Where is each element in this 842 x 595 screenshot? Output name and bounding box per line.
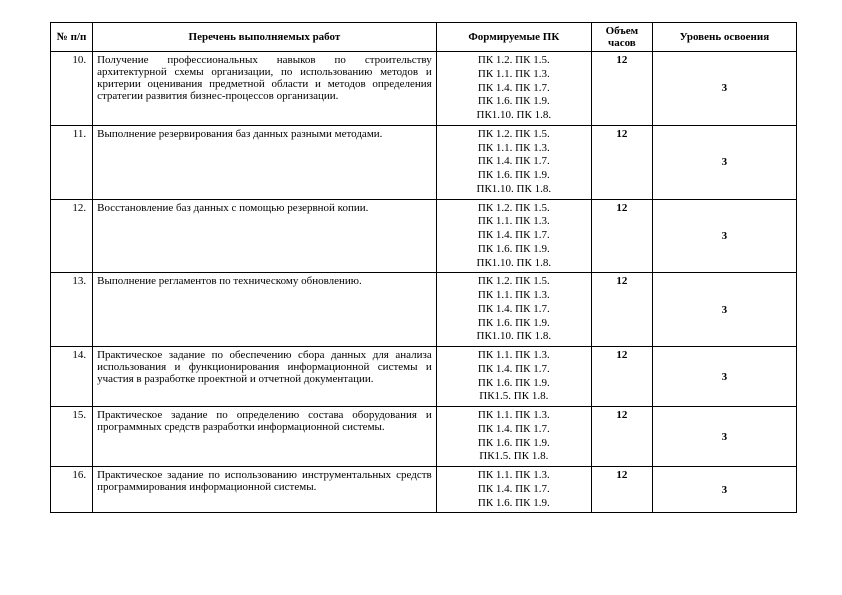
table-row: 14.Практическое задание по обеспечению с… bbox=[51, 347, 797, 407]
cell-work: Восстановление баз данных с помощью резе… bbox=[93, 199, 437, 273]
cell-work: Выполнение резервирования баз данных раз… bbox=[93, 125, 437, 199]
table-row: 11. Выполнение резервирования баз данных… bbox=[51, 125, 797, 199]
cell-pk: ПК 1.2. ПК 1.5.ПК 1.1. ПК 1.3.ПК 1.4. ПК… bbox=[436, 199, 591, 273]
cell-work: Практическое задание по определению сост… bbox=[93, 407, 437, 467]
curriculum-table: № п/п Перечень выполняемых работ Формиру… bbox=[50, 22, 797, 513]
pk-line: ПК 1.2. ПК 1.5. bbox=[441, 54, 587, 68]
cell-num: 11. bbox=[51, 125, 93, 199]
cell-level: 3 bbox=[652, 273, 796, 347]
pk-line: ПК 1.1. ПК 1.3. bbox=[441, 409, 587, 423]
cell-level: 3 bbox=[652, 125, 796, 199]
pk-line: ПК1.5. ПК 1.8. bbox=[441, 450, 587, 464]
pk-line: ПК 1.2. ПК 1.5. bbox=[441, 128, 587, 142]
cell-hours: 12 bbox=[591, 199, 652, 273]
cell-level: 3 bbox=[652, 407, 796, 467]
cell-work: Практическое задание по использованию ин… bbox=[93, 467, 437, 513]
cell-work: Практическое задание по обеспечению сбор… bbox=[93, 347, 437, 407]
table-body: 10.Получение профессиональных навыков по… bbox=[51, 52, 797, 513]
pk-line: ПК 1.6. ПК 1.9. bbox=[441, 169, 587, 183]
pk-line: ПК 1.6. ПК 1.9. bbox=[441, 243, 587, 257]
pk-line: ПК 1.6. ПК 1.9. bbox=[441, 437, 587, 451]
table-row: 13. Выполнение регламентов по техническо… bbox=[51, 273, 797, 347]
pk-line: ПК 1.4. ПК 1.7. bbox=[441, 82, 587, 96]
cell-num: 15. bbox=[51, 407, 93, 467]
cell-pk: ПК 1.2. ПК 1.5.ПК 1.1. ПК 1.3.ПК 1.4. ПК… bbox=[436, 52, 591, 126]
cell-num: 16. bbox=[51, 467, 93, 513]
cell-num: 13. bbox=[51, 273, 93, 347]
pk-line: ПК 1.1. ПК 1.3. bbox=[441, 289, 587, 303]
cell-hours: 12 bbox=[591, 347, 652, 407]
header-level: Уровень освоения bbox=[652, 23, 796, 52]
pk-line: ПК 1.6. ПК 1.9. bbox=[441, 95, 587, 109]
cell-hours: 12 bbox=[591, 467, 652, 513]
pk-line: ПК1.10. ПК 1.8. bbox=[441, 183, 587, 197]
header-work: Перечень выполняемых работ bbox=[93, 23, 437, 52]
pk-line: ПК 1.6. ПК 1.9. bbox=[441, 317, 587, 331]
cell-level: 3 bbox=[652, 199, 796, 273]
pk-line: ПК 1.2. ПК 1.5. bbox=[441, 202, 587, 216]
table-header-row: № п/п Перечень выполняемых работ Формиру… bbox=[51, 23, 797, 52]
pk-line: ПК 1.2. ПК 1.5. bbox=[441, 275, 587, 289]
cell-pk: ПК 1.2. ПК 1.5.ПК 1.1. ПК 1.3.ПК 1.4. ПК… bbox=[436, 273, 591, 347]
cell-num: 12. bbox=[51, 199, 93, 273]
pk-line: ПК1.5. ПК 1.8. bbox=[441, 390, 587, 404]
pk-line: ПК 1.4. ПК 1.7. bbox=[441, 423, 587, 437]
pk-line: ПК 1.4. ПК 1.7. bbox=[441, 483, 587, 497]
cell-level: 3 bbox=[652, 467, 796, 513]
cell-hours: 12 bbox=[591, 407, 652, 467]
cell-num: 14. bbox=[51, 347, 93, 407]
pk-line: ПК 1.1. ПК 1.3. bbox=[441, 142, 587, 156]
pk-line: ПК 1.6. ПК 1.9. bbox=[441, 497, 587, 511]
pk-line: ПК 1.4. ПК 1.7. bbox=[441, 155, 587, 169]
pk-line: ПК 1.4. ПК 1.7. bbox=[441, 363, 587, 377]
cell-pk: ПК 1.1. ПК 1.3.ПК 1.4. ПК 1.7.ПК 1.6. ПК… bbox=[436, 347, 591, 407]
pk-line: ПК1.10. ПК 1.8. bbox=[441, 109, 587, 123]
table-row: 12. Восстановление баз данных с помощью … bbox=[51, 199, 797, 273]
pk-line: ПК1.10. ПК 1.8. bbox=[441, 257, 587, 271]
header-pk: Формируемые ПК bbox=[436, 23, 591, 52]
pk-line: ПК 1.4. ПК 1.7. bbox=[441, 303, 587, 317]
pk-line: ПК1.10. ПК 1.8. bbox=[441, 330, 587, 344]
table-row: 15.Практическое задание по определению с… bbox=[51, 407, 797, 467]
pk-line: ПК 1.1. ПК 1.3. bbox=[441, 349, 587, 363]
cell-hours: 12 bbox=[591, 273, 652, 347]
cell-pk: ПК 1.2. ПК 1.5.ПК 1.1. ПК 1.3.ПК 1.4. ПК… bbox=[436, 125, 591, 199]
pk-line: ПК 1.1. ПК 1.3. bbox=[441, 68, 587, 82]
table-row: 16.Практическое задание по использованию… bbox=[51, 467, 797, 513]
cell-level: 3 bbox=[652, 52, 796, 126]
table-row: 10.Получение профессиональных навыков по… bbox=[51, 52, 797, 126]
pk-line: ПК 1.4. ПК 1.7. bbox=[441, 229, 587, 243]
cell-level: 3 bbox=[652, 347, 796, 407]
cell-pk: ПК 1.1. ПК 1.3.ПК 1.4. ПК 1.7.ПК 1.6. ПК… bbox=[436, 467, 591, 513]
cell-num: 10. bbox=[51, 52, 93, 126]
pk-line: ПК 1.1. ПК 1.3. bbox=[441, 215, 587, 229]
cell-hours: 12 bbox=[591, 52, 652, 126]
cell-work: Получение профессиональных навыков по ст… bbox=[93, 52, 437, 126]
header-num: № п/п bbox=[51, 23, 93, 52]
cell-hours: 12 bbox=[591, 125, 652, 199]
cell-work: Выполнение регламентов по техническому о… bbox=[93, 273, 437, 347]
header-hours: Объем часов bbox=[591, 23, 652, 52]
cell-pk: ПК 1.1. ПК 1.3.ПК 1.4. ПК 1.7.ПК 1.6. ПК… bbox=[436, 407, 591, 467]
pk-line: ПК 1.6. ПК 1.9. bbox=[441, 377, 587, 391]
pk-line: ПК 1.1. ПК 1.3. bbox=[441, 469, 587, 483]
